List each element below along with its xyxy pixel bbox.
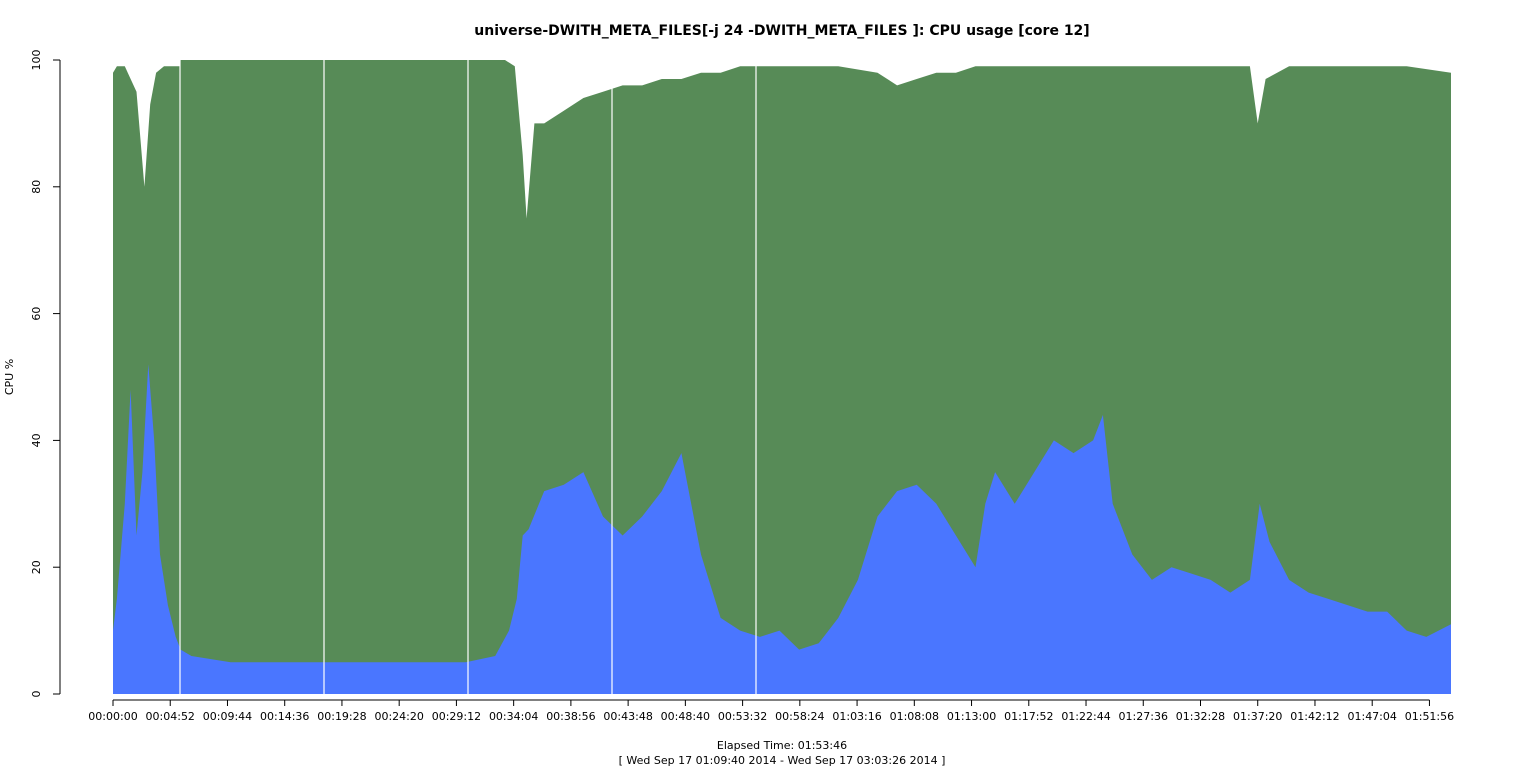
x-tick-label: 00:43:48 — [603, 710, 652, 723]
x-tick-label: 01:22:44 — [1061, 710, 1110, 723]
x-tick-label: 00:53:32 — [718, 710, 767, 723]
x-tick-label: 00:29:12 — [432, 710, 481, 723]
y-tick-label: 80 — [30, 180, 43, 194]
data-gap-lines — [179, 60, 757, 694]
x-tick-label: 01:42:12 — [1290, 710, 1339, 723]
x-tick-label: 01:32:28 — [1176, 710, 1225, 723]
x-tick-label: 00:00:00 — [88, 710, 137, 723]
x-tick-label: 01:17:52 — [1004, 710, 1053, 723]
x-tick-label: 01:13:00 — [947, 710, 996, 723]
x-tick-label: 00:48:40 — [661, 710, 710, 723]
x-tick-label: 00:58:24 — [775, 710, 824, 723]
x-axis-label: Elapsed Time: 01:53:46 — [717, 739, 847, 752]
x-tick-label: 00:14:36 — [260, 710, 309, 723]
x-tick-label: 00:38:56 — [546, 710, 595, 723]
chart-title: universe-DWITH_META_FILES[-j 24 -DWITH_M… — [474, 23, 1089, 39]
y-tick-label: 0 — [30, 691, 43, 698]
x-tick-label: 01:51:56 — [1405, 710, 1454, 723]
x-tick-label: 01:47:04 — [1347, 710, 1396, 723]
x-tick-label: 01:37:20 — [1233, 710, 1282, 723]
y-axis: 0 20 40 60 80 100 — [30, 50, 61, 698]
x-tick-label: 01:27:36 — [1119, 710, 1168, 723]
y-tick-label: 40 — [30, 433, 43, 447]
x-tick-label: 00:24:20 — [374, 710, 423, 723]
x-tick-label: 01:03:16 — [832, 710, 881, 723]
y-axis-label: CPU % — [3, 359, 16, 395]
x-tick-label: 00:09:44 — [203, 710, 252, 723]
x-tick-label: 00:34:04 — [489, 710, 538, 723]
x-tick-label: 01:08:08 — [890, 710, 939, 723]
x-axis: 00:00:00 00:04:52 00:09:44 00:14:36 00:19:28… — [88, 699, 1454, 723]
y-tick-label: 100 — [30, 50, 43, 71]
x-tick-label: 00:19:28 — [317, 710, 366, 723]
system-cpu-area — [113, 364, 1451, 694]
y-tick-label: 20 — [30, 560, 43, 574]
time-range-caption: [ Wed Sep 17 01:09:40 2014 - Wed Sep 17 … — [619, 754, 946, 767]
y-tick-label: 60 — [30, 307, 43, 321]
plot-area — [113, 60, 1451, 694]
x-tick-label: 00:04:52 — [146, 710, 195, 723]
